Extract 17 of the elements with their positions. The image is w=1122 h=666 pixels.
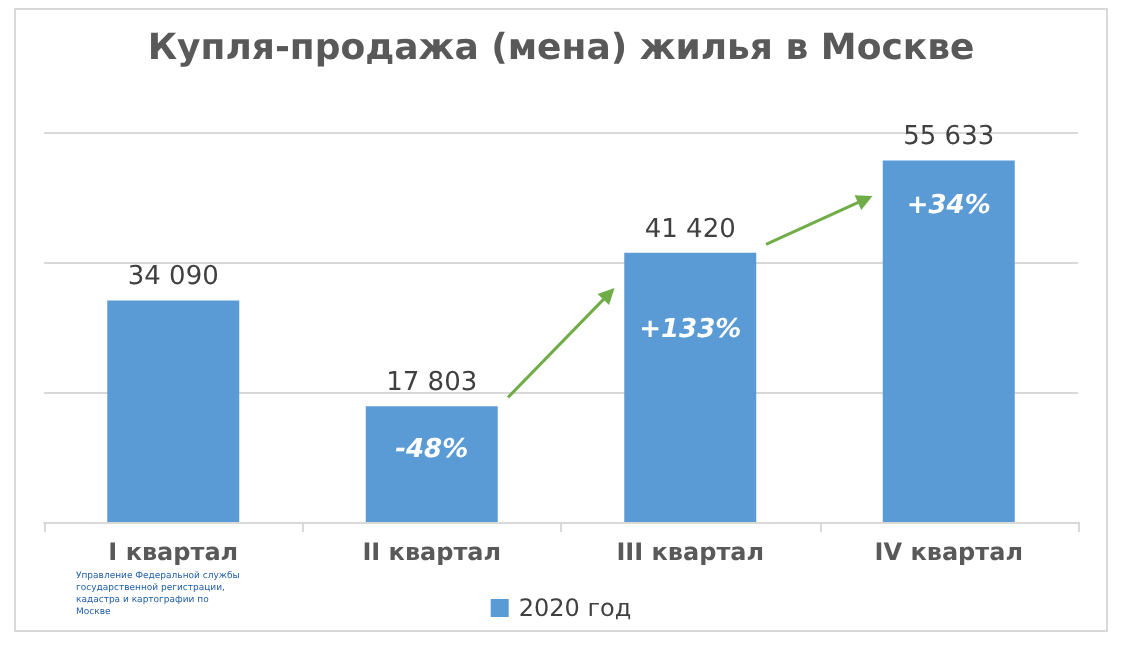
annotation: +34% [906,191,991,222]
data-label: 55 633 [903,122,995,153]
x-tick-label: II квартал [362,538,502,566]
data-label: 17 803 [386,368,478,399]
bar [365,406,498,522]
bar [107,300,240,522]
annotation: +133% [639,314,742,345]
chart-title: Купля-продажа (мена) жилья в Москве [147,27,975,69]
legend-label: 2020 год [518,594,632,622]
x-tick-label: IV квартал [874,538,1023,566]
x-tick-label: III квартал [616,538,765,566]
x-tick-label: I квартал [108,538,239,566]
annotation: -48% [395,435,469,466]
bar [882,160,1015,522]
data-label: 34 090 [127,262,219,293]
bar [624,252,757,522]
data-label: 41 420 [644,214,736,245]
